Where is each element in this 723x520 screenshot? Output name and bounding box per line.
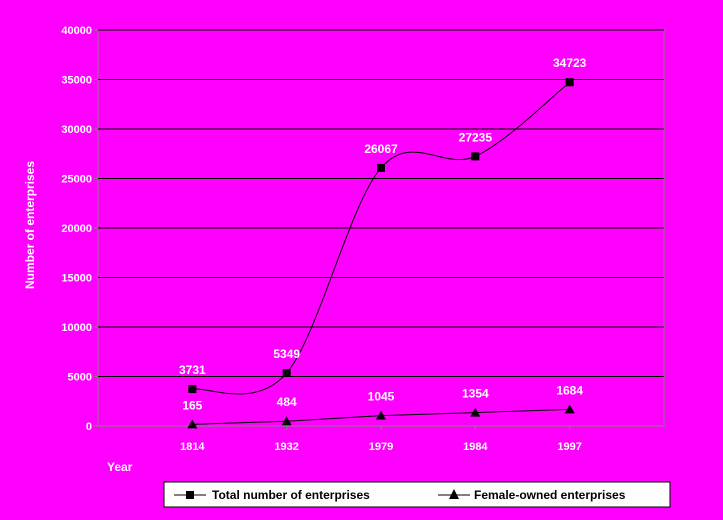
y-axis-ticks: 0 5000 10000 15000 20000 25000 30000 35000 40000 — [61, 25, 98, 433]
data-point-female — [470, 407, 481, 417]
x-tick-label: 1814 — [180, 441, 205, 453]
data-label-total: 27235 — [459, 130, 493, 144]
legend-marker-square — [186, 491, 194, 499]
y-tick-label: 0 — [86, 421, 92, 433]
y-tick-label: 30000 — [61, 124, 92, 136]
x-tick-label: 1997 — [557, 441, 581, 453]
data-label-total: 5349 — [273, 347, 300, 361]
data-point-total — [377, 163, 385, 172]
data-point-total — [565, 78, 574, 87]
data-label-total: 34723 — [553, 56, 587, 70]
y-tick-label: 35000 — [61, 75, 92, 87]
legend: Total number of enterprises Female-owned… — [163, 481, 671, 508]
data-point-total — [471, 152, 480, 161]
data-point-total — [188, 385, 197, 394]
y-tick-label: 5000 — [68, 372, 92, 384]
data-label-female: 165 — [182, 398, 202, 412]
legend-box — [163, 481, 671, 508]
data-label-total: 3731 — [179, 363, 206, 377]
x-tick-label: 1979 — [369, 441, 393, 453]
legend-label-female: Female-owned enterprises — [474, 488, 626, 502]
y-tick-label: 25000 — [61, 174, 92, 186]
y-tick-label: 15000 — [61, 273, 92, 285]
data-point-female — [376, 410, 386, 420]
data-point-female — [187, 419, 198, 429]
y-tick-label: 40000 — [61, 25, 92, 37]
data-label-female: 484 — [277, 395, 297, 409]
series-markers — [187, 78, 575, 429]
data-label-total: 26067 — [364, 142, 398, 156]
x-tick-label: 1932 — [274, 441, 298, 453]
data-point-female — [564, 404, 575, 414]
y-tick-label: 10000 — [61, 322, 92, 334]
data-label-female: 1354 — [462, 387, 489, 401]
data-label-female: 1684 — [556, 383, 583, 397]
x-axis-ticks: 1814 1932 1979 1984 1997 — [180, 426, 582, 453]
data-label-female: 1045 — [368, 390, 395, 404]
legend-marker-triangle — [449, 489, 459, 499]
y-tick-label: 20000 — [61, 223, 92, 235]
y-axis-title: Number of enterprises — [23, 161, 37, 289]
data-point-total — [282, 369, 291, 378]
x-axis-title: Year — [107, 460, 133, 474]
data-point-female — [281, 416, 292, 426]
data-labels: 3731 5349 26067 27235 34723 165 484 1045 1354 168… — [179, 56, 587, 412]
x-tick-label: 1984 — [463, 441, 488, 453]
legend-label-total: Total number of enterprises — [212, 488, 370, 502]
